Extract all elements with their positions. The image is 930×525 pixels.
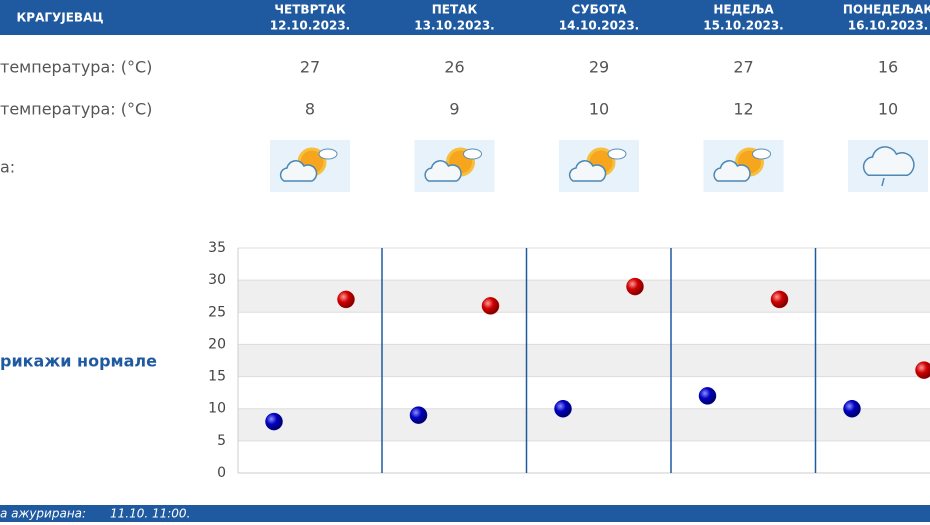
max-dot bbox=[481, 297, 500, 315]
max-temp: 26 bbox=[444, 58, 464, 77]
min-dot bbox=[843, 399, 861, 418]
y-tick-label: 15 bbox=[208, 369, 226, 385]
normals-link[interactable]: рикажи нормале bbox=[0, 352, 157, 371]
cloud-small bbox=[607, 148, 627, 160]
footer-label: а ажурирана: bbox=[0, 507, 86, 521]
weather-icon bbox=[848, 140, 928, 192]
header-bar bbox=[0, 0, 930, 35]
weather-icon bbox=[270, 140, 350, 192]
max-dot bbox=[915, 361, 930, 379]
min-temp: 12 bbox=[733, 100, 753, 119]
max-temp: 27 bbox=[733, 58, 753, 77]
row-label: а: bbox=[0, 158, 15, 177]
y-tick-label: 0 bbox=[217, 465, 226, 481]
cloud bbox=[424, 160, 462, 182]
cloud bbox=[279, 160, 318, 182]
max-dot bbox=[770, 290, 789, 309]
y-tick-label: 10 bbox=[208, 401, 226, 417]
y-tick-label: 30 bbox=[208, 272, 226, 288]
day-name: ЧЕТВРТАК bbox=[274, 3, 345, 17]
day-date: 14.10.2023. bbox=[559, 19, 639, 33]
min-temp: 10 bbox=[878, 100, 898, 119]
row-label: температура: (°C) bbox=[0, 100, 152, 119]
day-date: 12.10.2023. bbox=[270, 19, 350, 33]
max-temp: 29 bbox=[589, 58, 609, 77]
city: КРАГУЈЕВАЦ bbox=[16, 11, 103, 25]
grid-band bbox=[238, 408, 930, 441]
day-date: 16.10.2023. bbox=[848, 19, 928, 33]
day-date: 13.10.2023. bbox=[414, 19, 494, 33]
cloud-small bbox=[463, 148, 482, 160]
min-temp: 9 bbox=[449, 100, 459, 119]
min-temp: 8 bbox=[305, 100, 315, 119]
min-dot bbox=[409, 406, 428, 424]
day-name: ПЕТАК bbox=[432, 3, 478, 17]
max-dot bbox=[337, 290, 355, 309]
max-temp: 16 bbox=[878, 58, 898, 77]
cloud-small bbox=[318, 148, 338, 160]
y-tick-label: 5 bbox=[217, 433, 226, 449]
footer-bar bbox=[0, 505, 930, 522]
day-name: НЕДЕЉА bbox=[713, 3, 774, 17]
day-name: СУБОТА bbox=[572, 3, 628, 17]
cloud-small bbox=[752, 148, 771, 160]
min-dot bbox=[265, 412, 283, 431]
cloud bbox=[862, 146, 915, 176]
cloud bbox=[713, 160, 751, 182]
weather-icon bbox=[703, 140, 784, 192]
y-tick-label: 20 bbox=[208, 336, 226, 352]
row-label: температура: (°C) bbox=[0, 58, 152, 77]
max-temp: 27 bbox=[300, 58, 320, 77]
max-dot bbox=[626, 277, 644, 296]
weather-icon bbox=[414, 140, 495, 192]
footer-time: 11.10. 11:00. bbox=[110, 507, 190, 521]
cloud bbox=[568, 160, 607, 182]
weather-icon bbox=[559, 140, 639, 192]
rain bbox=[881, 177, 885, 187]
min-dot bbox=[554, 399, 572, 418]
grid-band bbox=[238, 344, 930, 377]
min-dot bbox=[698, 387, 717, 405]
min-temp: 10 bbox=[589, 100, 609, 119]
day-name: ПОНЕДЕЉАК bbox=[843, 3, 930, 17]
day-date: 15.10.2023. bbox=[703, 19, 783, 33]
y-tick-label: 35 bbox=[208, 240, 226, 256]
y-tick-label: 25 bbox=[208, 304, 226, 320]
